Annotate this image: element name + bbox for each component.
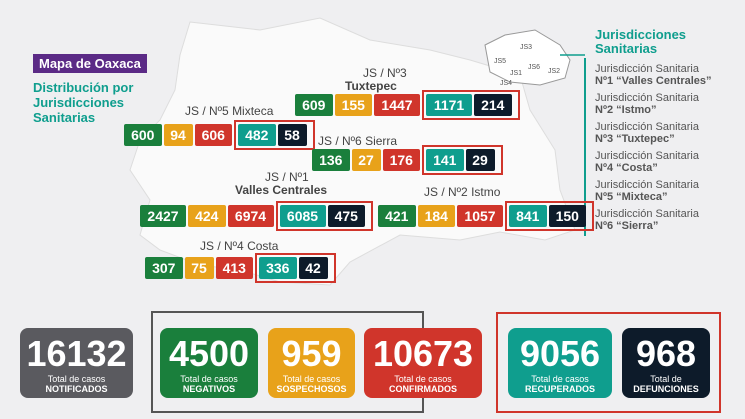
count-box: 2427 xyxy=(140,205,186,227)
count-box: 606 xyxy=(194,124,232,146)
count-box: 94 xyxy=(163,124,193,146)
count-box: 1057 xyxy=(457,205,503,227)
count-box: 136 xyxy=(312,149,350,171)
subtitle-line: Jurisdicciones xyxy=(33,95,125,110)
highlight-frame xyxy=(234,120,315,150)
count-box: 214 xyxy=(474,94,512,116)
count-box: 424 xyxy=(188,205,226,227)
highlight-frame xyxy=(275,201,373,231)
legend-item: Jurisdicción Sanitaria xyxy=(595,92,699,104)
jurisdiction-label: Tuxtepec xyxy=(345,79,397,93)
legend-item: Jurisdicción Sanitaria xyxy=(595,150,699,162)
legend-item: Nº6 “Sierra” xyxy=(595,220,659,232)
total-caption: Total de casos xyxy=(180,374,238,384)
legend-item: Jurisdicción Sanitaria xyxy=(595,121,699,133)
count-box: 413 xyxy=(215,257,253,279)
count-box: 155 xyxy=(334,94,372,116)
count-box: 475 xyxy=(327,205,365,227)
count-box: 600 xyxy=(124,124,162,146)
total-label: NOTIFICADOS xyxy=(45,384,108,394)
inset-map xyxy=(484,29,571,86)
total-card: 16132 Total de casos NOTIFICADOS xyxy=(20,328,133,398)
count-box: 29 xyxy=(465,149,495,171)
count-box: 6085 xyxy=(279,205,326,227)
highlight-frame xyxy=(422,145,503,175)
count-box: 184 xyxy=(417,205,455,227)
total-label: DEFUNCIONES xyxy=(633,384,699,394)
inset-label: JS5 xyxy=(494,58,507,65)
total-value: 4500 xyxy=(168,333,250,374)
count-box: 609 xyxy=(295,94,333,116)
inset-label: JS3 xyxy=(520,44,533,51)
count-box: 421 xyxy=(378,205,416,227)
highlight-frame xyxy=(505,201,594,231)
total-caption: Total de casos xyxy=(47,374,106,384)
inset-label: JS2 xyxy=(548,68,561,75)
badge: Mapa de Oaxaca xyxy=(33,54,147,73)
total-card: 4500 Total de casos NEGATIVOS xyxy=(160,328,258,398)
subtitle: Distribución por Jurisdicciones Sanitarias xyxy=(33,80,133,125)
legend-item: Jurisdicción Sanitaria xyxy=(595,208,699,220)
count-box: 42 xyxy=(298,257,328,279)
total-caption: Total de xyxy=(650,374,682,384)
legend-item: Nº3 “Tuxtepec” xyxy=(595,133,675,145)
jurisdiction-label: JS / Nº2 Istmo xyxy=(424,185,501,199)
count-box: 336 xyxy=(259,257,297,279)
jurisdiction-label: JS / Nº3 xyxy=(363,66,407,80)
legend-item: Nº1 “Valles Centrales” xyxy=(595,75,712,87)
subtitle-line: Distribución por xyxy=(33,80,134,95)
frame-outcomes xyxy=(496,312,721,413)
count-box: 141 xyxy=(426,149,464,171)
jurisdiction-label: JS / Nº6 Sierra xyxy=(318,134,398,148)
total-card: 10673 Total de casos CONFIRMADOS xyxy=(364,328,482,398)
total-caption: Total de casos xyxy=(531,374,589,384)
total-card: 968 Total de DEFUNCIONES xyxy=(622,328,710,398)
count-box: 27 xyxy=(351,149,381,171)
count-box: 58 xyxy=(277,124,307,146)
highlight-frame xyxy=(255,253,336,283)
total-card: 959 Total de casos SOSPECHOSOS xyxy=(268,328,355,398)
total-caption: Total de casos xyxy=(282,374,341,384)
jurisdiction-label: JS / Nº5 Mixteca xyxy=(185,104,274,118)
jurisdiction-label: Valles Centrales xyxy=(235,183,328,197)
highlight-frame xyxy=(422,90,520,120)
subtitle-line: Sanitarias xyxy=(33,110,96,125)
total-label: SOSPECHOSOS xyxy=(276,384,347,394)
jurisdiction-label: JS / Nº1 xyxy=(265,170,309,184)
inset-label: JS4 xyxy=(500,80,513,87)
count-box: 1447 xyxy=(374,94,420,116)
count-box: 176 xyxy=(382,149,420,171)
legend-item: Nº2 “Istmo” xyxy=(595,104,657,116)
total-value: 9056 xyxy=(519,333,601,374)
total-label: CONFIRMADOS xyxy=(389,384,457,394)
total-value: 968 xyxy=(635,333,697,374)
legend-title: Jurisdicciones xyxy=(595,27,687,42)
total-value: 10673 xyxy=(372,333,474,374)
count-box: 482 xyxy=(238,124,276,146)
inset-label: JS6 xyxy=(528,64,541,71)
total-label: RECUPERADOS xyxy=(524,384,595,394)
count-box: 841 xyxy=(509,205,547,227)
total-value: 16132 xyxy=(26,333,127,374)
jurisdiction-label: JS / Nº4 Costa xyxy=(200,239,279,253)
total-label: NEGATIVOS xyxy=(182,384,236,394)
inset-label: JS1 xyxy=(510,70,523,77)
total-card: 9056 Total de casos RECUPERADOS xyxy=(508,328,612,398)
total-caption: Total de casos xyxy=(394,374,452,384)
count-box: 307 xyxy=(145,257,183,279)
legend-item: Nº5 “Mixteca” xyxy=(595,191,668,203)
legend-title: Sanitarias xyxy=(595,41,658,56)
total-value: 959 xyxy=(281,333,342,374)
legend-item: Jurisdicción Sanitaria xyxy=(595,63,699,75)
count-box: 6974 xyxy=(227,205,274,227)
legend-item: Jurisdicción Sanitaria xyxy=(595,179,699,191)
count-box: 1171 xyxy=(426,94,472,116)
count-box: 75 xyxy=(184,257,214,279)
count-box: 150 xyxy=(548,205,586,227)
legend-item: Nº4 “Costa” xyxy=(595,162,658,174)
